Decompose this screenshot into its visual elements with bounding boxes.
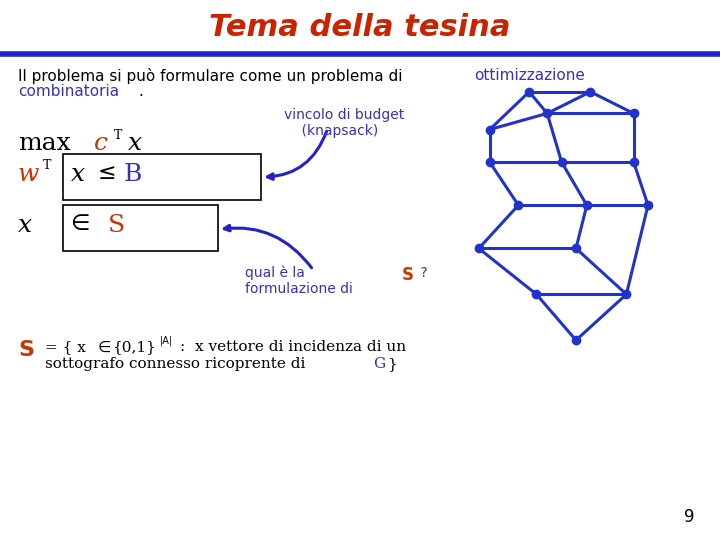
Text: {0,1}: {0,1} bbox=[112, 340, 156, 354]
Bar bbox=[63, 154, 261, 200]
Text: ?: ? bbox=[416, 266, 428, 280]
Text: T: T bbox=[43, 159, 52, 172]
Text: S: S bbox=[18, 340, 34, 360]
Text: .: . bbox=[138, 84, 143, 99]
Text: x: x bbox=[18, 214, 32, 237]
Text: ∈: ∈ bbox=[97, 340, 110, 355]
Text: S: S bbox=[108, 214, 125, 237]
Text: vincolo di budget
    (knapsack): vincolo di budget (knapsack) bbox=[284, 108, 405, 138]
Text: S: S bbox=[402, 266, 414, 284]
Text: combinatoria: combinatoria bbox=[18, 84, 119, 99]
Text: G: G bbox=[373, 357, 385, 372]
Text: x: x bbox=[71, 163, 85, 186]
Text: }: } bbox=[387, 357, 397, 372]
Text: ≤: ≤ bbox=[97, 163, 116, 183]
Bar bbox=[63, 205, 218, 251]
Text: w: w bbox=[18, 163, 40, 186]
Text: ∈: ∈ bbox=[71, 214, 90, 234]
Text: qual è la
formulazione di: qual è la formulazione di bbox=[245, 266, 357, 296]
Text: Tema della tesina: Tema della tesina bbox=[210, 14, 510, 43]
Text: Il problema si può formulare come un problema di: Il problema si può formulare come un pro… bbox=[18, 68, 408, 84]
Text: = { x: = { x bbox=[45, 340, 86, 354]
Text: T: T bbox=[114, 129, 122, 141]
Text: B: B bbox=[124, 163, 143, 186]
Text: x: x bbox=[128, 132, 143, 156]
Text: c: c bbox=[94, 132, 107, 156]
Text: ottimizzazione: ottimizzazione bbox=[474, 68, 585, 83]
Text: :  x vettore di incidenza di un: : x vettore di incidenza di un bbox=[180, 340, 406, 354]
Text: |A|: |A| bbox=[160, 336, 173, 346]
Text: max: max bbox=[18, 132, 71, 156]
Text: 9: 9 bbox=[684, 509, 695, 526]
Text: sottografo connesso ricoprente di: sottografo connesso ricoprente di bbox=[45, 357, 310, 372]
